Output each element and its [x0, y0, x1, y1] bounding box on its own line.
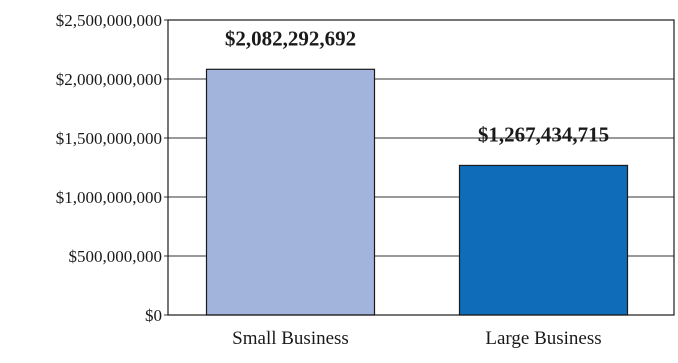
y-tick-label: $2,000,000,000 — [56, 70, 162, 89]
y-tick-label: $1,000,000,000 — [56, 188, 162, 207]
bar-large-business — [458, 164, 629, 316]
bar-small-business — [205, 68, 376, 316]
axes — [167, 19, 675, 316]
bars — [205, 68, 629, 316]
labels: $2,082,292,692 Small Business $1,267,434,7… — [225, 26, 609, 349]
x-category-label: Large Business — [485, 328, 601, 349]
y-tick-label: $0 — [145, 306, 162, 325]
y-tick-label: $500,000,000 — [69, 247, 163, 266]
y-tick-label: $1,500,000,000 — [56, 129, 162, 148]
plot-frame — [167, 19, 675, 316]
y-axis-ticks: $0 $500,000,000 $1,000,000,000 $1,500,000,0… — [56, 11, 168, 325]
data-label: $1,267,434,715 — [478, 122, 609, 146]
data-label: $2,082,292,692 — [225, 26, 356, 50]
x-category-label: Small Business — [232, 328, 349, 349]
y-tick-label: $2,500,000,000 — [56, 11, 162, 30]
